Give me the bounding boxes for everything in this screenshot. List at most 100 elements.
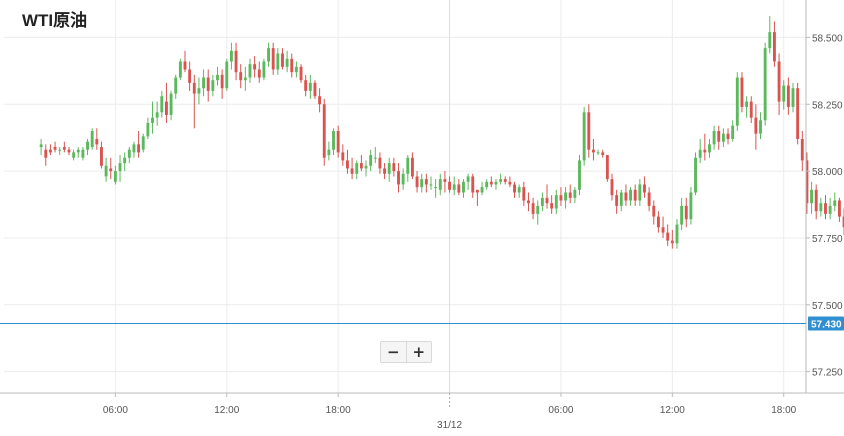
candle-up [308,82,312,91]
candle-down [192,82,196,94]
candle-up [759,120,762,134]
candle-up [819,203,823,212]
x-tick-label: 06:00 [548,405,573,416]
candle-up [332,131,335,150]
candle-up [174,77,178,94]
candle-up [434,187,438,189]
candle-down [703,149,707,153]
candle-up [364,165,368,169]
zoom-out-button[interactable]: − [386,342,400,361]
candle-up [76,149,80,153]
candle-up [355,163,359,174]
candle-down [392,163,396,172]
candle-up [629,189,633,201]
candle-up [582,112,586,161]
candle-up [113,171,117,182]
candle-up [216,74,219,81]
candle-down [814,189,818,212]
candle-up [262,61,266,78]
x-tick-label: 12:00 [660,405,685,416]
candle-down [605,155,609,180]
candle-up [596,152,600,154]
y-tick-label: 58.000 [812,167,843,178]
candle-down [299,66,303,81]
candle-up [294,66,298,73]
candle-up [833,200,837,206]
candle-up [763,48,767,121]
candle-down [410,157,414,177]
candle-down [304,80,308,91]
candle-up [211,80,215,91]
candle-down [670,240,674,244]
y-tick-label: 57.250 [812,368,843,379]
candle-down [717,131,721,142]
candle-up [81,149,85,158]
candle-down [188,69,192,83]
candle-down [527,200,530,204]
candle-down [341,152,345,161]
candle-up [810,189,814,204]
y-tick-label: 58.500 [812,33,843,44]
candle-up [118,163,122,172]
candle-down [206,77,210,91]
candle-up [86,141,89,150]
candle-up [708,144,711,153]
candle-down [48,149,52,153]
candle-up [619,192,623,206]
candle-up [791,88,795,107]
candle-down [183,61,187,70]
candle-down [350,168,354,174]
candle-up [104,165,108,177]
candle-down [253,64,257,70]
chart-title: WTI原油 [22,10,87,30]
candle-up [466,176,470,182]
candle-down [165,101,168,115]
candle-down [615,195,619,206]
candle-down [471,176,475,193]
candle-up [782,85,786,102]
candle-down [842,216,844,228]
candle-down [773,32,776,62]
candle-down [508,181,512,185]
candle-up [123,157,127,164]
candle-up [276,53,280,70]
y-tick-label: 57.750 [812,234,843,245]
candle-down [424,179,428,185]
candle-down [633,189,637,201]
candle-up [160,96,164,113]
candle-up [680,205,684,225]
candle-up [151,117,154,123]
candle-up [225,61,229,89]
x-tick-label: 06:00 [103,405,128,416]
day-divider-label: 31/12 [437,420,462,431]
candle-up [485,181,489,188]
candle-up [499,179,503,182]
candle-up [768,32,772,49]
candle-up [387,163,391,174]
candle-up [141,136,145,150]
candle-up [178,61,182,78]
candle-up [712,131,716,145]
candle-up [689,192,693,220]
candle-down [666,232,670,241]
candle-down [489,181,493,185]
zoom-in-button[interactable]: + [405,342,432,362]
candle-down [313,82,317,97]
candle-up [536,205,540,214]
candle-down [559,195,563,201]
candle-down [239,72,243,81]
candle-up [248,64,252,78]
candle-up [406,157,410,174]
candle-down [587,112,591,150]
candle-down [359,163,363,169]
candle-up [39,144,43,148]
candle-up [564,192,568,201]
candle-up [452,184,456,190]
candle-down [726,133,730,140]
x-tick-label: 12:00 [214,405,239,416]
candle-up [480,187,484,193]
candle-up [243,77,247,81]
candle-down [457,184,461,193]
